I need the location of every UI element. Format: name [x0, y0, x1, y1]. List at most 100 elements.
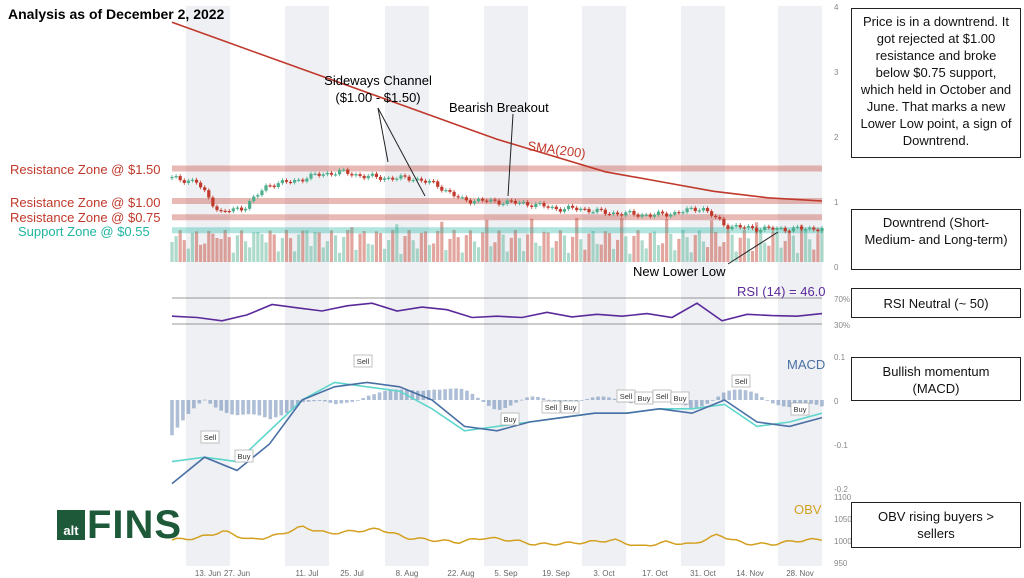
x-axis-tick: 19. Sep	[542, 569, 570, 578]
volume-bar	[521, 251, 526, 262]
price-y-tick: 0	[834, 263, 839, 272]
volume-bar	[489, 246, 493, 262]
macd-histogram-bar	[263, 400, 267, 418]
candle-body	[804, 229, 808, 231]
volume-bar	[227, 237, 231, 262]
candle-body	[562, 209, 567, 212]
candle-body	[583, 208, 587, 210]
volume-bar	[395, 224, 399, 262]
volume-bar	[448, 238, 452, 262]
macd-histogram-bar	[454, 388, 458, 400]
candle-body	[219, 210, 223, 212]
candle-body	[223, 210, 227, 213]
volume-bar	[477, 247, 481, 262]
candle-body	[534, 203, 538, 207]
macd-label-sell: Sell	[735, 377, 748, 386]
volume-bar	[787, 230, 791, 262]
candle-body	[730, 226, 734, 230]
candle-body	[783, 227, 787, 232]
macd-histogram-bar	[268, 400, 273, 420]
volume-bar	[374, 231, 379, 262]
macd-histogram-bar	[317, 400, 322, 401]
macd-histogram-bar	[459, 388, 464, 400]
candle-body	[342, 169, 346, 171]
rsi-box: RSI Neutral (~ 50)	[851, 288, 1021, 318]
volume-bar	[354, 249, 358, 262]
volume-bar	[350, 227, 354, 262]
macd-histogram-bar	[694, 400, 699, 408]
macd-histogram-bar	[284, 400, 289, 414]
candle-body	[280, 180, 284, 184]
week-band	[186, 6, 230, 566]
candle-body	[415, 178, 419, 181]
volume-bar	[603, 231, 607, 262]
candle-body	[701, 208, 706, 211]
macd-histogram-bar	[492, 400, 497, 410]
candle-body	[812, 227, 816, 230]
volume-bar	[276, 251, 280, 262]
macd-histogram-bar	[525, 397, 529, 400]
rsi-value-label: RSI (14) = 46.0	[737, 284, 826, 299]
candle-body	[293, 179, 297, 183]
macd-label-sell: Sell	[357, 357, 370, 366]
macd-histogram-bar	[497, 400, 502, 410]
x-axis-ticks: 13. Jun 27. Jun 11. Jul 25. Jul 8. Aug 22. Au…	[195, 569, 814, 578]
macd-signal-labels: Sell Buy Sell Buy Sell Buy Sell Buy Sell Buy Sell B…	[200, 354, 810, 463]
candle-body	[554, 206, 558, 210]
macd-label-buy: Buy	[504, 415, 517, 424]
volume-bar	[632, 235, 636, 262]
volume-bar	[309, 246, 313, 262]
candle-body	[382, 178, 387, 180]
candle-body	[693, 207, 697, 211]
macd-label-buy: Buy	[564, 403, 577, 412]
volume-bar	[681, 230, 685, 262]
candle-body	[644, 214, 648, 216]
volume-bar	[493, 242, 497, 262]
candle-body	[542, 202, 546, 207]
logo-fins: FINS	[87, 503, 183, 547]
candle-body	[791, 227, 795, 232]
candle-body	[575, 207, 579, 211]
candle-body	[358, 174, 362, 176]
volume-bar	[689, 252, 693, 262]
volume-bar	[284, 230, 289, 262]
volume-bar	[677, 238, 681, 262]
macd-histogram-bar	[716, 396, 721, 400]
candle-body	[648, 214, 652, 217]
macd-histogram-bar	[803, 400, 808, 404]
macd-histogram-bar	[372, 394, 376, 400]
candle-body	[481, 198, 485, 201]
macd-histogram-bar	[476, 397, 480, 400]
week-band	[385, 6, 429, 566]
macd-y-tick: 0.1	[834, 353, 846, 362]
candle-body	[489, 199, 493, 202]
volume-bar	[427, 244, 432, 262]
candle-body	[329, 172, 334, 175]
candle-body	[444, 190, 448, 192]
candle-body	[260, 190, 264, 196]
volume-bar	[362, 230, 366, 262]
candle-body	[669, 214, 673, 217]
volume-bar	[382, 248, 387, 262]
volume-bar	[587, 233, 591, 262]
candle-body	[697, 210, 701, 212]
candle-body	[248, 201, 252, 209]
candle-body	[677, 212, 681, 214]
candle-body	[746, 226, 751, 228]
candle-body	[464, 197, 468, 201]
macd-histogram-bar	[508, 400, 513, 406]
sideways-line-1: Sideways Channel	[324, 73, 432, 88]
macd-histogram-bar	[612, 398, 617, 400]
price-y-tick: 2	[834, 133, 839, 142]
macd-histogram-bar	[470, 393, 475, 400]
candle-body	[603, 209, 607, 214]
macd-histogram-bar	[246, 400, 251, 415]
volume-bar	[248, 247, 252, 262]
x-axis-tick: 13. Jun	[195, 569, 221, 578]
volume-bar	[342, 236, 346, 262]
volume-bar	[481, 232, 485, 262]
macd-histogram-bar	[432, 389, 436, 400]
volume-bar	[411, 240, 415, 262]
volume-bar	[472, 241, 477, 262]
macd-histogram-bar	[607, 397, 611, 400]
